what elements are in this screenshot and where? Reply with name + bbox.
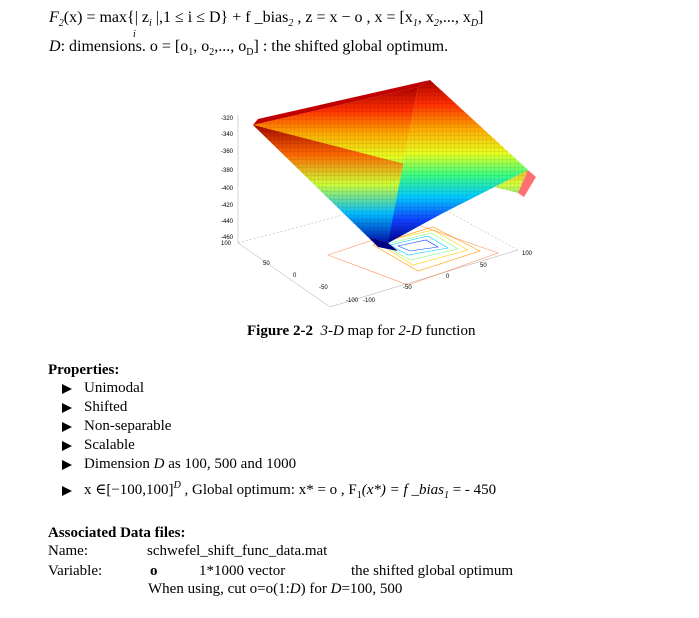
formula-part: ,..., o [214,38,247,55]
formula-subscript: 2 [433,18,439,30]
property-text: as 100, 500 and 1000 [164,456,297,472]
usage-note: When using, cut o=o(1:D) for D=100, 500 [148,581,402,598]
y-tick: 100 [522,251,533,257]
x-tick: -100 [346,298,359,304]
property-item: Scalable [62,437,135,454]
x-tick: 0 [293,273,297,279]
formula-subscript: 2 [209,47,215,59]
formula-part: , z = x − o , x = [x [293,9,413,26]
formula-part: |,1 ≤ i ≤ D} + f _bias [151,9,289,26]
z-tick: -400 [221,186,234,192]
z-tick: -360 [221,149,234,155]
usage-part: ) for [300,581,331,597]
formula-part: ] : the shifted global optimum. [253,38,449,55]
property-text: Scalable [84,437,135,453]
property-item: Dimension D as 100, 500 and 1000 [62,456,296,473]
name-value: schwefel_shift_func_data.mat [147,543,328,559]
formula-part: , x [417,9,434,26]
property-text: , Global optimum: x* = o , F [180,482,357,498]
arrow-bullet-icon [62,383,72,394]
formula-subscript: 2 [288,18,294,30]
formula-part: , o [193,38,210,55]
property-text: D [153,456,165,472]
y-axis-ticks: -100 -50 0 50 100 [363,251,533,304]
surface-minimum [368,237,398,251]
y-tick: -100 [363,298,376,304]
surface-rim [253,80,430,125]
property-item: x ∈[−100,100]D , Global optimum: x* = o … [62,480,496,501]
formula-line-2: D: dimensions. o = [o1, o2,..., oD] : th… [49,38,448,58]
floor-contours [327,224,499,286]
z-tick: 100 [221,241,232,247]
z-axis-ticks: -320 -340 -360 -380 -400 -420 -440 -460 … [221,116,234,247]
caption-part: map for [343,323,399,339]
caption-part: 3-D [320,323,344,339]
axes-box [237,115,519,308]
z-tick: -460 [221,235,234,241]
usage-part: D [330,581,342,597]
formula-part: ,..., x [438,9,471,26]
property-text: x ∈[−100,100] [84,482,174,498]
usage-part: D [289,581,301,597]
arrow-bullet-icon [62,440,72,451]
property-text: Dimension [84,456,154,472]
property-item: Unimodal [62,380,144,397]
formula-f-symbol: F [49,9,59,26]
variable-size: 1*1000 vector [199,563,286,579]
name-label: Name: [48,543,88,559]
formula-part: : dimensions. o = [o [60,38,189,55]
formula-subscript: D [246,47,254,59]
property-text: D [173,480,181,491]
properties-heading: Properties: [48,362,120,378]
y-tick: 0 [446,274,450,280]
property-item: Non-separable [62,418,171,435]
z-tick: -320 [221,116,234,122]
x-axis-ticks: 50 0 -50 -100 [263,261,359,304]
formula-line-1: F2(x) = max{| zi |,1 ≤ i ≤ D} + f _bias2… [49,9,483,29]
variable-name: o [150,563,158,579]
formula-subscript: D [470,18,479,30]
property-text: Non-separable [84,418,172,434]
y-tick: -50 [403,285,412,291]
z-tick: -440 [221,219,234,225]
z-tick: -380 [221,168,234,174]
arrow-bullet-icon [62,485,72,496]
property-text: Unimodal [84,380,144,396]
z-tick: -340 [221,132,234,138]
z-tick: -420 [221,203,234,209]
formula-part: ] [478,9,484,26]
caption-part: 2-D [398,323,422,339]
formula-part: (x) = max{| z [63,9,149,26]
caption-part: function [421,323,476,339]
usage-part: When using, cut o=o(1: [148,581,290,597]
figure-caption: Figure 2-2 3-D map for 2-D function [247,323,475,340]
usage-part: =100, 500 [341,581,403,597]
arrow-bullet-icon [62,459,72,470]
x-tick: -50 [319,285,328,291]
variable-description: the shifted global optimum [351,563,514,579]
property-text: 1 [443,490,449,501]
formula-subscript: 1 [412,18,418,30]
surface-plot-figure: -320 -340 -360 -380 -400 -420 -440 -460 … [221,80,536,308]
arrow-bullet-icon [62,402,72,413]
data-files-heading: Associated Data files: [48,525,186,541]
variable-label: Variable: [48,563,103,579]
formula-subscript: i [149,18,152,30]
property-text: (x*) = f _bias [361,482,444,498]
max-subscript: i [133,29,136,40]
property-text: Shifted [84,399,128,415]
formula-part: D [49,38,61,55]
formula-subscript: 2 [58,18,64,30]
y-tick: 50 [480,263,487,269]
property-text: = - 450 [448,482,497,498]
caption-label: Figure 2-2 [247,323,313,339]
property-text: 1 [356,490,362,501]
property-item: Shifted [62,399,127,416]
formula-subscript: 1 [188,47,194,59]
x-tick: 50 [263,261,270,267]
arrow-bullet-icon [62,421,72,432]
